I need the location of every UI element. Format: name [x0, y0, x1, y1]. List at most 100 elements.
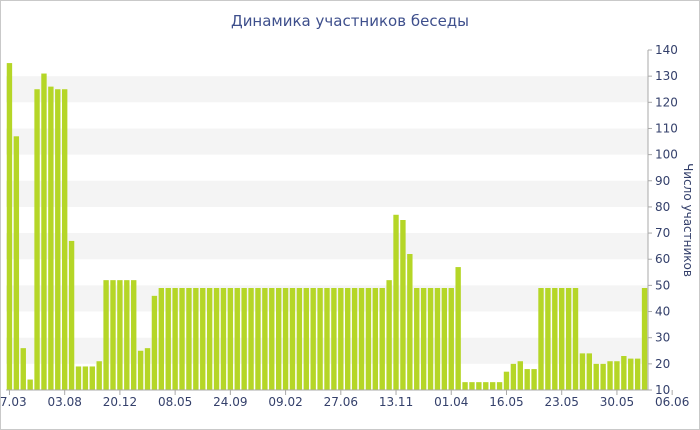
bar [96, 361, 102, 390]
bar [407, 254, 413, 390]
bar [379, 288, 385, 390]
bar [365, 288, 372, 390]
bar [414, 288, 420, 390]
bar [400, 220, 406, 390]
bar [331, 288, 337, 390]
bar [517, 361, 523, 390]
bar [393, 214, 399, 390]
bar [531, 369, 537, 390]
bar [200, 288, 206, 390]
bar [455, 267, 461, 390]
bar [13, 136, 20, 390]
bar [82, 366, 89, 390]
chart-title: Динамика участников беседы [230, 12, 470, 30]
bar [48, 86, 54, 391]
grid-band [6, 76, 648, 103]
bar [61, 89, 68, 390]
bar [137, 350, 144, 390]
bar [317, 288, 323, 390]
x-ticks: 17.03 03.08 20.12 08.05 24.09 09.02 27.06 13.11… [0, 390, 689, 409]
bar [441, 288, 448, 390]
bar [621, 356, 627, 390]
x-tick-label: 27.06 [324, 395, 358, 409]
bar [89, 366, 95, 390]
grid-band [6, 233, 648, 260]
bar [179, 288, 185, 390]
bar [351, 288, 358, 390]
bar [289, 288, 296, 390]
bar [386, 280, 392, 390]
bar [151, 295, 158, 390]
bar [303, 288, 309, 390]
y-tick-label: 140 [655, 43, 678, 57]
bar [68, 240, 75, 390]
bar [144, 348, 151, 390]
bar [579, 353, 586, 390]
y-tick-label: 90 [655, 174, 670, 188]
x-tick-label: 20.12 [103, 395, 137, 409]
bar [248, 288, 254, 390]
bar [234, 288, 240, 390]
bar [628, 358, 634, 390]
x-tick-label: 01.04 [434, 395, 468, 409]
bar [55, 89, 61, 390]
bar [103, 280, 109, 390]
bar [324, 288, 330, 390]
bar [255, 288, 261, 390]
bar [641, 288, 648, 390]
bar [206, 288, 213, 390]
x-tick-label: 30.05 [600, 395, 634, 409]
axes [6, 50, 649, 391]
bar [586, 353, 593, 390]
bar [572, 288, 579, 390]
bar [345, 288, 351, 390]
bar [310, 288, 316, 390]
bar [117, 280, 123, 390]
y-tick-label: 110 [655, 121, 678, 135]
bar [372, 288, 379, 390]
bar [75, 366, 82, 390]
bar [614, 361, 620, 390]
y-tick-label: 60 [655, 252, 670, 266]
bars [6, 63, 648, 391]
bar [227, 288, 234, 390]
y-tick-label: 130 [655, 69, 678, 83]
y-tick-label: 50 [655, 278, 670, 292]
bar [213, 288, 220, 390]
bar [27, 379, 33, 390]
x-tick-label: 13.11 [379, 395, 413, 409]
y-tick-label: 70 [655, 226, 670, 240]
y-tick-label: 30 [655, 331, 670, 345]
bar [275, 288, 282, 390]
bar [124, 280, 130, 390]
bar [565, 288, 572, 390]
bar [165, 288, 171, 390]
bar [6, 63, 13, 390]
bar [131, 280, 137, 390]
bar [600, 363, 606, 390]
x-tick-label: 09.02 [268, 395, 302, 409]
bar [496, 382, 503, 390]
bar [20, 348, 26, 390]
bar [545, 288, 551, 390]
bar [489, 382, 496, 390]
bar [607, 361, 613, 390]
x-tick-label: 24.09 [213, 395, 247, 409]
bar [34, 89, 40, 390]
x-tick-label: 06.06 [655, 395, 689, 409]
x-tick-label: 03.08 [47, 395, 81, 409]
y-tick-label: 20 [655, 357, 670, 371]
bar [193, 288, 199, 390]
bar [110, 280, 116, 390]
bar [503, 371, 510, 390]
bar [269, 288, 275, 390]
bar [634, 358, 641, 390]
bar [262, 288, 268, 390]
bar [510, 363, 517, 390]
x-tick-label: 16.05 [489, 395, 523, 409]
bar [241, 288, 247, 390]
bar [469, 382, 475, 390]
x-tick-label: 08.05 [158, 395, 192, 409]
bar [282, 288, 289, 390]
